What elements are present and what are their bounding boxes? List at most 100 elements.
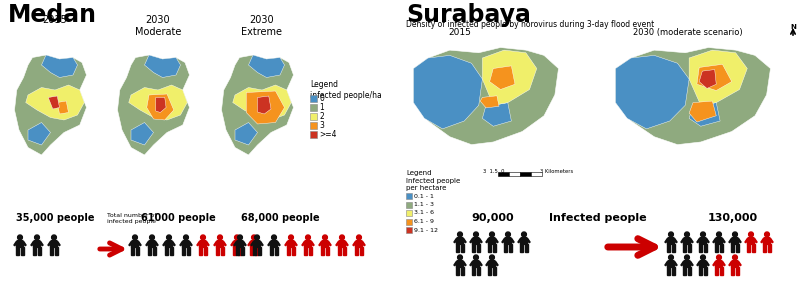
Circle shape — [685, 232, 690, 237]
Polygon shape — [674, 261, 677, 266]
Polygon shape — [342, 248, 346, 255]
Polygon shape — [197, 241, 200, 246]
Polygon shape — [490, 66, 515, 89]
Polygon shape — [715, 237, 722, 244]
Text: 61000 people: 61000 people — [141, 213, 215, 223]
Circle shape — [322, 235, 327, 240]
Polygon shape — [182, 248, 186, 255]
Polygon shape — [761, 238, 764, 243]
Polygon shape — [667, 267, 670, 275]
Circle shape — [474, 255, 478, 260]
Polygon shape — [326, 248, 329, 255]
Polygon shape — [345, 241, 348, 246]
Polygon shape — [672, 244, 674, 252]
Polygon shape — [456, 244, 459, 252]
Text: 6.1 - 9: 6.1 - 9 — [414, 219, 434, 224]
Polygon shape — [309, 248, 312, 255]
Polygon shape — [233, 85, 291, 120]
Text: 1.1 - 3: 1.1 - 3 — [414, 202, 434, 207]
Polygon shape — [461, 244, 464, 252]
Polygon shape — [319, 241, 322, 246]
Circle shape — [749, 232, 754, 237]
Polygon shape — [715, 260, 722, 267]
Circle shape — [474, 232, 478, 237]
Text: 0: 0 — [319, 94, 324, 103]
Polygon shape — [118, 55, 190, 155]
Bar — [406, 219, 412, 224]
Circle shape — [490, 232, 494, 237]
Polygon shape — [456, 267, 459, 275]
Polygon shape — [166, 248, 169, 255]
Polygon shape — [250, 241, 258, 248]
Text: 90,000: 90,000 — [472, 213, 514, 223]
Polygon shape — [518, 238, 522, 243]
Polygon shape — [250, 248, 254, 255]
Polygon shape — [156, 98, 166, 112]
Circle shape — [238, 235, 242, 240]
Polygon shape — [16, 248, 19, 255]
Polygon shape — [729, 261, 732, 266]
Polygon shape — [683, 237, 690, 244]
Circle shape — [166, 235, 171, 240]
Polygon shape — [738, 238, 741, 243]
Polygon shape — [509, 244, 512, 252]
Polygon shape — [362, 241, 365, 246]
Text: Density of infected people by norovirus during 3-day flood event: Density of infected people by norovirus … — [406, 20, 654, 29]
Polygon shape — [328, 241, 331, 246]
Polygon shape — [520, 244, 523, 252]
Text: Surabaya: Surabaya — [406, 3, 531, 27]
Polygon shape — [355, 241, 362, 248]
Polygon shape — [690, 238, 693, 243]
Circle shape — [18, 235, 22, 240]
Polygon shape — [690, 261, 693, 266]
Polygon shape — [199, 248, 202, 255]
Polygon shape — [338, 241, 346, 248]
Polygon shape — [704, 244, 706, 252]
Polygon shape — [248, 241, 251, 246]
Polygon shape — [129, 85, 187, 120]
Circle shape — [717, 255, 722, 260]
Polygon shape — [478, 261, 482, 266]
Polygon shape — [720, 244, 722, 252]
Text: >=4: >=4 — [319, 130, 337, 139]
Bar — [531, 172, 542, 176]
Polygon shape — [222, 55, 294, 155]
Polygon shape — [14, 241, 18, 246]
Circle shape — [490, 255, 494, 260]
Polygon shape — [42, 55, 78, 78]
Polygon shape — [486, 261, 490, 266]
Bar — [310, 113, 317, 120]
Polygon shape — [203, 248, 206, 255]
Polygon shape — [667, 260, 674, 267]
Polygon shape — [715, 244, 718, 252]
Polygon shape — [270, 248, 274, 255]
Polygon shape — [172, 241, 175, 246]
Polygon shape — [237, 241, 243, 248]
Polygon shape — [241, 248, 243, 255]
Polygon shape — [502, 238, 506, 243]
Text: 2030
Moderate: 2030 Moderate — [135, 15, 181, 37]
Polygon shape — [697, 64, 732, 91]
Polygon shape — [246, 91, 285, 124]
Polygon shape — [683, 267, 686, 275]
Polygon shape — [149, 248, 151, 255]
Polygon shape — [482, 103, 511, 126]
Polygon shape — [40, 241, 43, 246]
Bar — [406, 227, 412, 233]
Polygon shape — [254, 241, 261, 248]
Polygon shape — [322, 248, 325, 255]
Bar — [406, 201, 412, 207]
Polygon shape — [494, 261, 498, 266]
Text: 1: 1 — [319, 103, 324, 112]
Polygon shape — [414, 47, 558, 145]
Polygon shape — [470, 261, 474, 266]
Polygon shape — [360, 248, 362, 255]
Polygon shape — [131, 248, 134, 255]
Polygon shape — [731, 237, 738, 244]
Polygon shape — [689, 50, 747, 105]
Polygon shape — [234, 241, 241, 248]
Polygon shape — [54, 248, 58, 255]
Polygon shape — [763, 237, 770, 244]
Polygon shape — [21, 248, 24, 255]
Circle shape — [701, 255, 706, 260]
